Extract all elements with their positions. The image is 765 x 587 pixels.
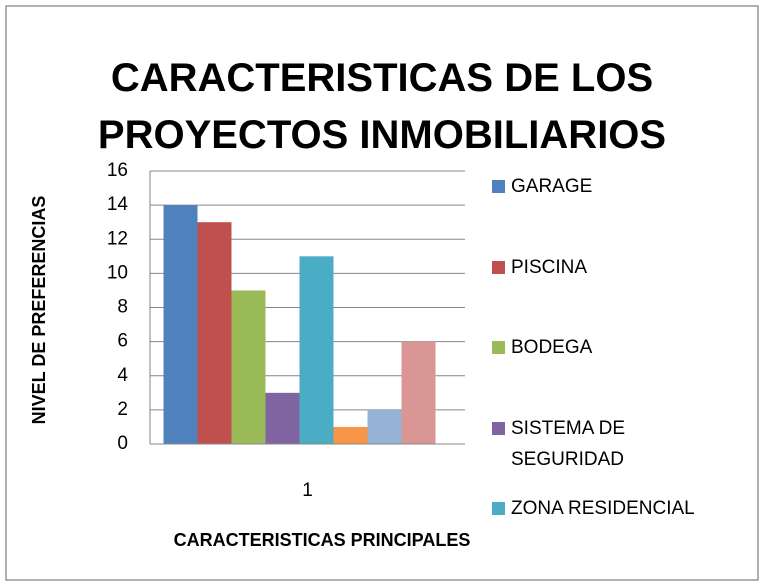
legend-swatch	[492, 341, 505, 354]
legend-swatch	[492, 421, 505, 435]
bar	[265, 392, 300, 444]
x-axis-title: CARACTERISTICAS PRINCIPALES	[174, 530, 471, 550]
y-tick-label: 0	[117, 433, 128, 454]
bar	[333, 426, 368, 444]
y-tick-label: 10	[107, 262, 128, 283]
legend-label: GARAGE	[511, 176, 593, 197]
legend-item: GARAGE	[492, 171, 742, 202]
chart-title: CARACTERISTICAS DE LOS PROYECTOS INMOBILI…	[98, 56, 666, 157]
x-tick-label: 1	[302, 480, 313, 501]
legend-label: SISTEMA DE SEGURIDAD	[511, 417, 626, 470]
legend-swatch	[492, 180, 505, 193]
legend-item: PISCINA	[492, 252, 742, 283]
bar	[401, 341, 436, 444]
bar	[163, 205, 198, 444]
y-axis-title: NIVEL DE PREFERENCIAS	[29, 196, 49, 425]
legend-label: PISCINA	[511, 256, 588, 278]
y-tick-label: 2	[117, 399, 128, 420]
legend-swatch	[492, 502, 505, 515]
legend-item: ZONA RESIDENCIAL	[492, 493, 742, 524]
legend-item: SISTEMA DE SEGURIDAD	[492, 413, 742, 475]
y-tick-label: 4	[117, 365, 128, 386]
y-tick-label: 14	[107, 194, 129, 215]
y-tick-label: 6	[117, 331, 128, 352]
chart-border	[5, 5, 759, 581]
legend-label: ZONA RESIDENCIAL	[511, 498, 695, 519]
y-tick-label: 12	[107, 228, 128, 249]
y-tick-label: 16	[107, 160, 128, 181]
bar	[231, 290, 266, 444]
bar	[367, 409, 402, 444]
bar	[197, 222, 232, 444]
bar	[299, 256, 334, 444]
legend-label: BODEGA	[511, 337, 593, 358]
legend-item: BODEGA	[492, 332, 742, 363]
legend-swatch	[492, 260, 505, 274]
y-tick-label: 8	[117, 297, 128, 318]
